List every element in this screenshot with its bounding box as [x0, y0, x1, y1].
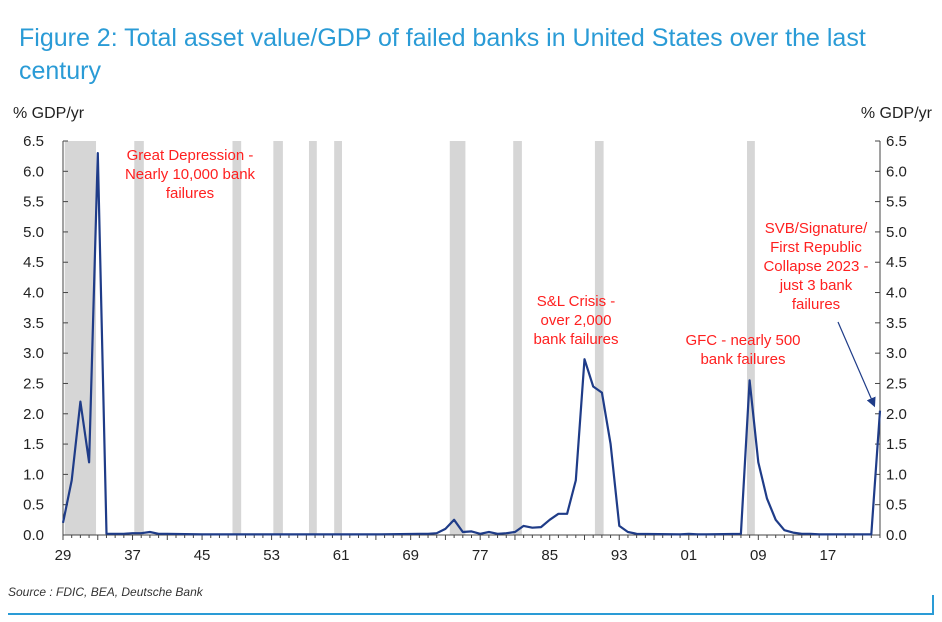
frame-bottom-rule	[8, 613, 933, 615]
x-tick-label: 61	[333, 547, 350, 564]
y-tick-label-left: 6.0	[23, 163, 44, 180]
recession-band	[273, 141, 283, 535]
y-tick-label-right: 4.5	[886, 254, 907, 271]
y-tick-label-right: 1.0	[886, 466, 907, 483]
x-tick-label: 77	[472, 547, 489, 564]
x-tick-label: 93	[611, 547, 628, 564]
annotation-line: Great Depression -	[127, 147, 254, 164]
y-tick-label-left: 4.0	[23, 285, 44, 302]
x-tick-label: 85	[541, 547, 558, 564]
annotation-line: failures	[166, 185, 214, 202]
y-tick-label-right: 3.0	[886, 345, 907, 362]
y-tick-label-left: 0.0	[23, 527, 44, 544]
recession-band	[747, 141, 755, 535]
annotation-line: bank failures	[700, 351, 785, 368]
recession-band	[449, 141, 466, 535]
annotation-line: Collapse 2023 -	[763, 258, 868, 275]
x-tick-label: 17	[820, 547, 837, 564]
x-tick-label: 29	[55, 547, 72, 564]
x-tick-label: 09	[750, 547, 767, 564]
annotation-line: bank failures	[533, 331, 618, 348]
y-axis-label-left: % GDP/yr	[13, 105, 85, 122]
source-note: Source : FDIC, BEA, Deutsche Bank	[8, 585, 203, 599]
series-layer	[61, 152, 882, 536]
y-tick-label-left: 6.5	[23, 133, 44, 150]
x-tick-label: 01	[680, 547, 697, 564]
annotation-line: S&L Crisis -	[537, 293, 616, 310]
annotation-line: just 3 bank	[779, 277, 853, 294]
x-tick-label: 45	[194, 547, 211, 564]
y-tick-label-left: 4.5	[23, 254, 44, 271]
y-tick-label-right: 2.0	[886, 406, 907, 423]
recession-band	[232, 141, 242, 535]
recession-band	[594, 141, 604, 535]
annotation-line: First Republic	[770, 239, 862, 256]
y-tick-label-left: 5.5	[23, 194, 44, 211]
annotation-line: Nearly 10,000 bank	[125, 166, 256, 183]
annotation-line: GFC - nearly 500	[685, 332, 800, 349]
annotation-line: failures	[792, 296, 840, 313]
annotation-svb: SVB/Signature/First Republic Collapse 202…	[763, 220, 868, 313]
annotation-sl-crisis: S&L Crisis - over 2,000 bank failures	[533, 293, 618, 348]
recession-band	[334, 141, 342, 535]
y-tick-label-left: 1.0	[23, 466, 44, 483]
recession-bands	[64, 141, 755, 535]
y-tick-label-right: 1.5	[886, 436, 907, 453]
y-tick-label-left: 5.0	[23, 224, 44, 241]
y-tick-label-right: 0.5	[886, 497, 907, 514]
y-tick-label-left: 2.0	[23, 406, 44, 423]
svb-arrow	[837, 321, 876, 408]
y-tick-label-left: 3.0	[23, 345, 44, 362]
recession-band	[134, 141, 144, 535]
annotation-gfc: GFC - nearly 500 bank failures	[685, 332, 800, 368]
x-tick-label: 37	[124, 547, 141, 564]
y-tick-label-left: 2.5	[23, 375, 44, 392]
y-tick-label-left: 3.5	[23, 315, 44, 332]
x-tick-label: 69	[402, 547, 419, 564]
recession-band	[308, 141, 317, 535]
y-tick-label-right: 6.0	[886, 163, 907, 180]
x-tick-label: 53	[263, 547, 280, 564]
series-line	[61, 152, 882, 536]
y-tick-label-right: 2.5	[886, 375, 907, 392]
axes: 0.0 0.0 0.5 0.5 1.0 1.0 1.5 1.5 2.0 2.0 2.5 2.5 3.0 3…	[13, 105, 933, 564]
recession-band	[513, 141, 522, 535]
y-tick-label-right: 5.0	[886, 224, 907, 241]
y-tick-label-left: 1.5	[23, 436, 44, 453]
y-tick-label-left: 0.5	[23, 497, 44, 514]
frame-right-rule	[932, 595, 934, 615]
y-axis-label-right: % GDP/yr	[861, 105, 933, 122]
y-tick-label-right: 3.5	[886, 315, 907, 332]
annotations: Great Depression - Nearly 10,000 bank fail…	[125, 147, 876, 408]
y-tick-label-right: 4.0	[886, 285, 907, 302]
annotation-line: SVB/Signature/	[765, 220, 868, 237]
chart-title: Figure 2: Total asset value/GDP of faile…	[19, 24, 866, 85]
annotation-great-depression: Great Depression - Nearly 10,000 bank fail…	[125, 147, 256, 202]
annotation-line: over 2,000	[541, 312, 612, 329]
y-tick-label-right: 6.5	[886, 133, 907, 150]
y-tick-label-right: 5.5	[886, 194, 907, 211]
recession-band	[64, 141, 97, 535]
y-tick-label-right: 0.0	[886, 527, 907, 544]
